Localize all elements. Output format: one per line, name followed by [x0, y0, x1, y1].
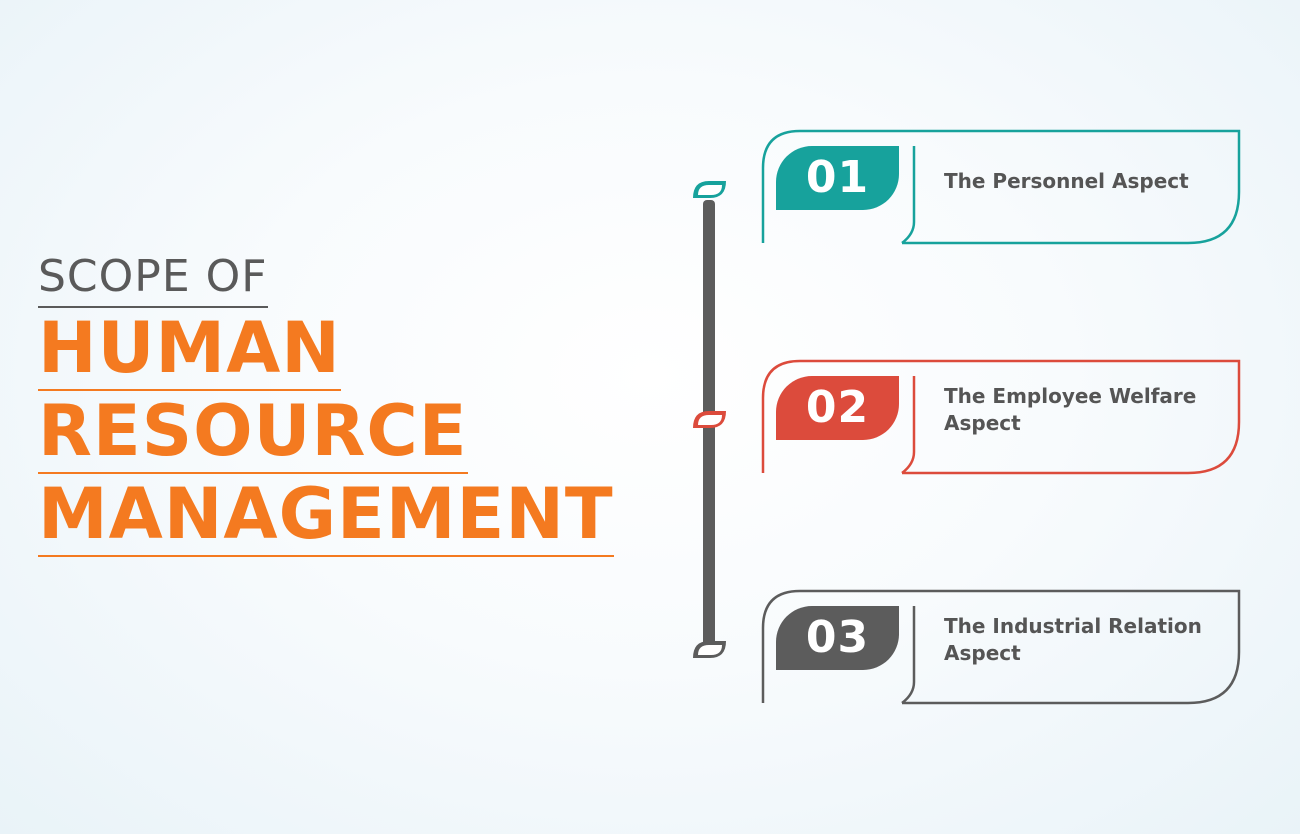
card-number-badge: 01 — [776, 146, 899, 210]
title-line-management: MANAGEMENT — [38, 473, 614, 557]
card-label: The Employee Welfare Aspect — [944, 384, 1197, 435]
title-line-resource: RESOURCE — [38, 390, 468, 474]
title-line-human: HUMAN — [38, 307, 341, 391]
card-label: The Personnel Aspect — [944, 169, 1189, 193]
title-prefix: SCOPE OF — [38, 250, 268, 308]
card-number-badge: 02 — [776, 376, 899, 440]
leaf-icon — [693, 181, 726, 198]
title-block: SCOPE OF HUMAN RESOURCE MANAGEMENT — [38, 250, 678, 557]
scope-card-02: 02 The Employee Welfare Aspect — [760, 358, 1242, 476]
leaf-icon — [693, 641, 726, 658]
scope-card-03: 03 The Industrial Relation Aspect — [760, 588, 1242, 706]
scope-card-01: 01 The Personnel Aspect — [760, 128, 1242, 246]
card-frame — [761, 589, 1241, 705]
card-number-badge: 03 — [776, 606, 899, 670]
leaf-icon — [693, 411, 726, 428]
card-label: The Industrial Relation Aspect — [944, 614, 1202, 665]
card-frame — [761, 129, 1241, 245]
card-frame — [761, 359, 1241, 475]
